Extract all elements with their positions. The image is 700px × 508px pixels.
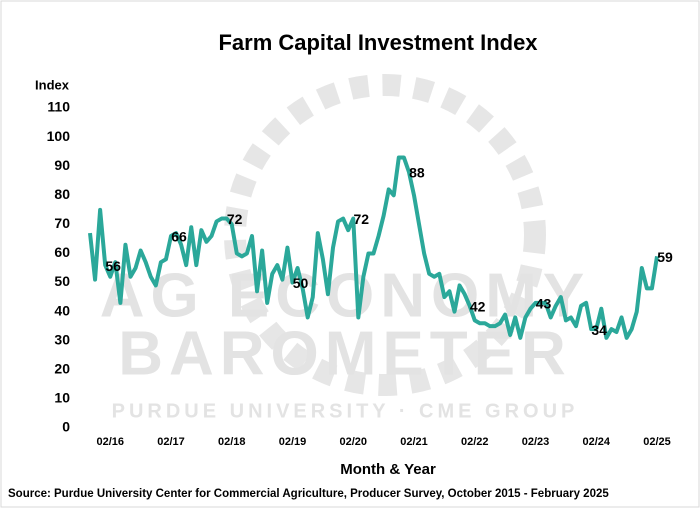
data-label: 34	[591, 322, 607, 338]
y-tick-label: 30	[54, 331, 70, 347]
data-label: 56	[105, 258, 121, 274]
y-tick-label: 0	[62, 419, 70, 435]
x-tick-label: 02/17	[157, 436, 185, 448]
x-tick-label: 02/19	[279, 436, 307, 448]
y-tick-label: 40	[54, 302, 70, 318]
data-label: 43	[536, 296, 552, 312]
data-label: 66	[171, 229, 187, 245]
y-tick-label: 100	[47, 128, 71, 144]
y-axis-label: Index	[35, 77, 70, 92]
x-axis-label: Month & Year	[340, 461, 436, 478]
x-tick-label: 02/18	[218, 436, 246, 448]
y-tick-label: 10	[54, 390, 70, 406]
watermark-text: BAROMETER	[118, 319, 572, 388]
y-tick-label: 60	[54, 244, 70, 260]
x-tick-label: 02/25	[643, 436, 671, 448]
y-tick-label: 80	[54, 186, 70, 202]
y-tick-label: 50	[54, 273, 70, 289]
x-tick-label: 02/23	[522, 436, 550, 448]
data-label: 50	[293, 275, 309, 291]
y-tick-label: 110	[47, 99, 70, 115]
y-tick-label: 70	[54, 215, 70, 231]
x-tick-label: 02/21	[400, 436, 428, 448]
data-label: 59	[657, 249, 673, 265]
x-tick-label: 02/22	[461, 436, 489, 448]
watermark-gauge	[224, 74, 546, 396]
watermark-text: PURDUE UNIVERSITY · CME GROUP	[112, 400, 579, 422]
y-tick-label: 20	[54, 361, 70, 377]
data-line	[88, 155, 659, 340]
data-label: 88	[409, 165, 425, 181]
source-note: Source: Purdue University Center for Com…	[8, 488, 609, 500]
x-tick-label: 02/24	[582, 436, 610, 448]
chart-title: Farm Capital Investment Index	[218, 30, 538, 55]
data-label: 72	[353, 211, 369, 227]
data-label: 72	[227, 211, 243, 227]
x-tick-label: 02/20	[339, 436, 367, 448]
data-label: 42	[470, 299, 486, 315]
y-tick-label: 90	[54, 157, 70, 173]
x-tick-label: 02/16	[96, 436, 124, 448]
